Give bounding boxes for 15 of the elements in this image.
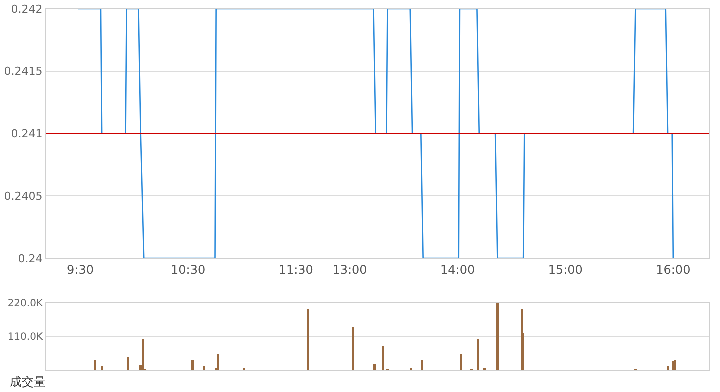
x-tick-label: 10:30 bbox=[171, 262, 206, 277]
y-tick-label: 220.0K bbox=[8, 298, 44, 310]
x-tick-label: 16:00 bbox=[656, 262, 691, 277]
x-tick-label: 15:00 bbox=[548, 262, 583, 277]
x-tick-label: 14:00 bbox=[440, 262, 476, 277]
y-tick-label: 0.242 bbox=[11, 2, 43, 16]
y-tick-label: 0.2405 bbox=[4, 190, 43, 204]
text: 成交量 bbox=[10, 375, 46, 389]
y-tick-label: 0.241 bbox=[11, 128, 43, 141]
x-tick-label: 9:30 bbox=[67, 262, 94, 277]
y-tick-label: 0.24 bbox=[18, 252, 43, 266]
y-tick-label: 110.0K bbox=[8, 332, 44, 343]
x-tick-label: 13:00 bbox=[332, 262, 368, 277]
x-tick-label: 11:30 bbox=[278, 262, 314, 277]
y-tick-label: 0.2415 bbox=[4, 65, 43, 78]
